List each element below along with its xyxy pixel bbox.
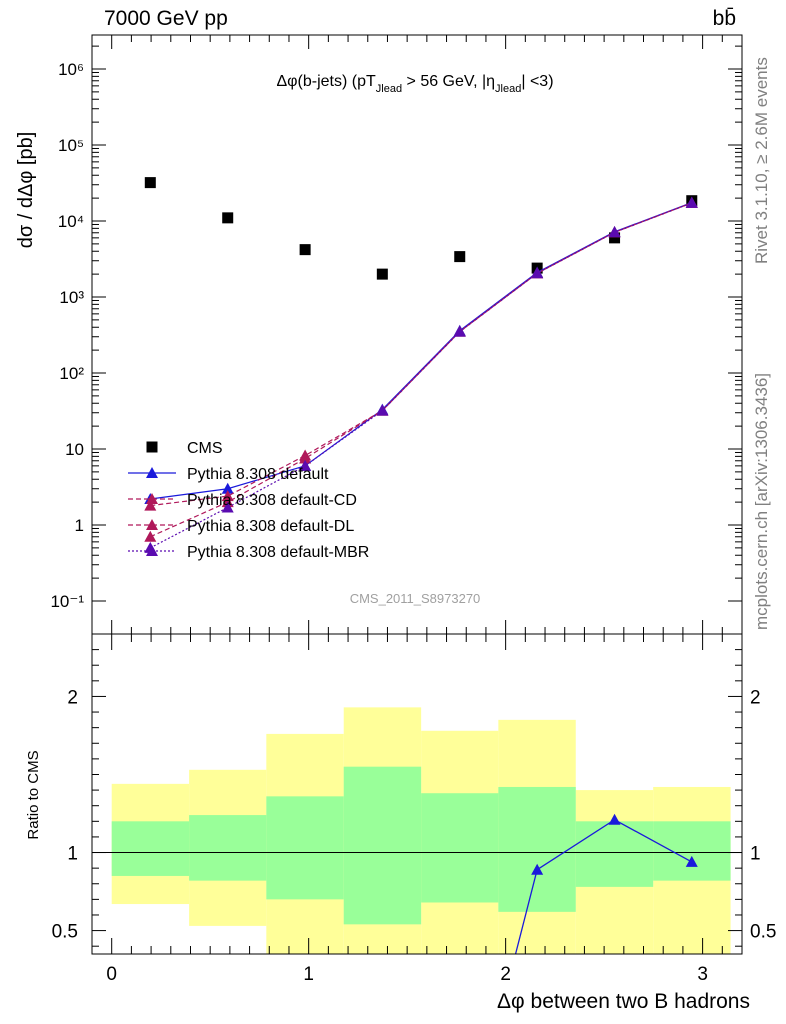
legend-marker	[146, 467, 158, 478]
mc-data-point	[299, 452, 312, 464]
y-tick-label: 10⁵	[58, 136, 84, 155]
ratio-y-axis-label: Ratio to CMS	[25, 750, 42, 839]
legend-marker	[146, 441, 158, 453]
energy-label: 7000 GeV pp	[104, 7, 228, 30]
cms-data-point	[376, 268, 388, 280]
x-tick-label: 2	[500, 964, 511, 985]
mc-data-point	[299, 459, 312, 471]
ratio-inner-band-bin	[111, 821, 190, 876]
y-tick-label: 10	[65, 440, 84, 459]
ratio-y-tick-label-right: 1	[750, 844, 761, 865]
legend-marker	[146, 493, 158, 504]
ratio-series-layer	[514, 813, 698, 954]
ratio-point	[608, 813, 621, 825]
series-line	[150, 202, 692, 538]
mc-data-point	[531, 267, 544, 279]
legend-entry-label: Pythia 8.308 default-MBR	[187, 544, 369, 561]
process-label: bb̄	[712, 7, 736, 30]
ratio-axes: 0 1 2 3 0.5 0.5 1 1 2 2	[52, 634, 776, 985]
ratio-inner-band-bin	[421, 793, 499, 903]
y-tick-label: 10⁻¹	[50, 592, 84, 611]
ratio-plot-frame	[91, 633, 743, 955]
main-series-layer	[144, 177, 698, 553]
cms-data-point	[144, 177, 156, 189]
cms-data-point	[454, 251, 466, 263]
y-tick-label: 10²	[59, 364, 84, 383]
ratio-y-tick-label: 0.5	[52, 922, 78, 943]
series-line	[150, 201, 692, 500]
ratio-series-line	[514, 819, 693, 954]
plot-frames	[91, 34, 743, 955]
mc-data-point	[144, 499, 157, 511]
ratio-inner-band-bin	[653, 821, 731, 881]
main-y-axis: 10⁻¹ 1 10 10² 10³ 10⁴ 10⁵ 10⁶	[50, 35, 743, 634]
x-tick-label: 0	[106, 964, 117, 985]
mc-data-point	[221, 482, 234, 494]
x-tick-label: 1	[303, 964, 314, 985]
legend-entry-label: Pythia 8.308 default	[187, 466, 329, 483]
mc-data-point	[144, 530, 157, 542]
ratio-y-tick-label: 2	[67, 687, 78, 708]
rivet-version-label: Rivet 3.1.10, ≥ 2.6M events	[752, 57, 771, 264]
chart-title: Δφ(b-jets) (pTJlead > 56 GeV, |ηJlead| <…	[276, 73, 553, 95]
legend-entry-label: Pythia 8.308 default-CD	[187, 492, 357, 509]
ratio-point	[531, 863, 544, 875]
watermark: CMS_2011_S8973270	[350, 591, 481, 606]
ratio-y-tick-label: 1	[67, 844, 78, 865]
ratio-point	[685, 855, 698, 867]
y-tick-label: 1	[75, 516, 84, 535]
ratio-inner-band-bin	[575, 821, 654, 887]
x-tick-label: 3	[697, 964, 708, 985]
ratio-uncertainty-bands	[111, 707, 731, 954]
cms-data-point	[609, 232, 621, 244]
legend-entry-label: CMS	[187, 440, 223, 457]
mc-data-point	[221, 490, 234, 502]
ratio-inner-band-bin	[266, 796, 344, 900]
mc-data-point	[376, 404, 389, 416]
cms-data-point	[299, 244, 311, 256]
y-tick-label: 10³	[59, 288, 84, 307]
x-axis-label: Δφ between two B hadrons	[497, 990, 750, 1013]
legend: CMS Pythia 8.308 default Pythia 8.308 defa…	[128, 440, 369, 561]
legend-marker	[146, 545, 158, 556]
mc-data-point	[453, 325, 466, 337]
cms-data-point	[222, 212, 234, 224]
y-tick-label: 10⁶	[58, 60, 84, 79]
ratio-y-tick-label-right: 2	[750, 687, 761, 708]
ratio-inner-band-bin	[189, 815, 267, 881]
legend-marker	[146, 519, 158, 530]
y-axis-label: dσ / dΔφ [pb]	[15, 132, 37, 249]
ratio-inner-band-bin	[343, 766, 422, 925]
y-tick-label: 10⁴	[58, 212, 84, 231]
series-line	[150, 202, 692, 549]
series-line	[150, 202, 692, 507]
legend-entry-label: Pythia 8.308 default-DL	[187, 518, 354, 535]
mc-data-point	[221, 501, 234, 513]
mc-data-point	[685, 196, 698, 208]
mc-data-point	[608, 226, 621, 238]
mcplots-reference-label: mcplots.cern.ch [arXiv:1306.3436]	[752, 372, 771, 630]
ratio-inner-band-bin	[498, 786, 576, 912]
ratio-y-tick-label-right: 0.5	[750, 922, 776, 943]
